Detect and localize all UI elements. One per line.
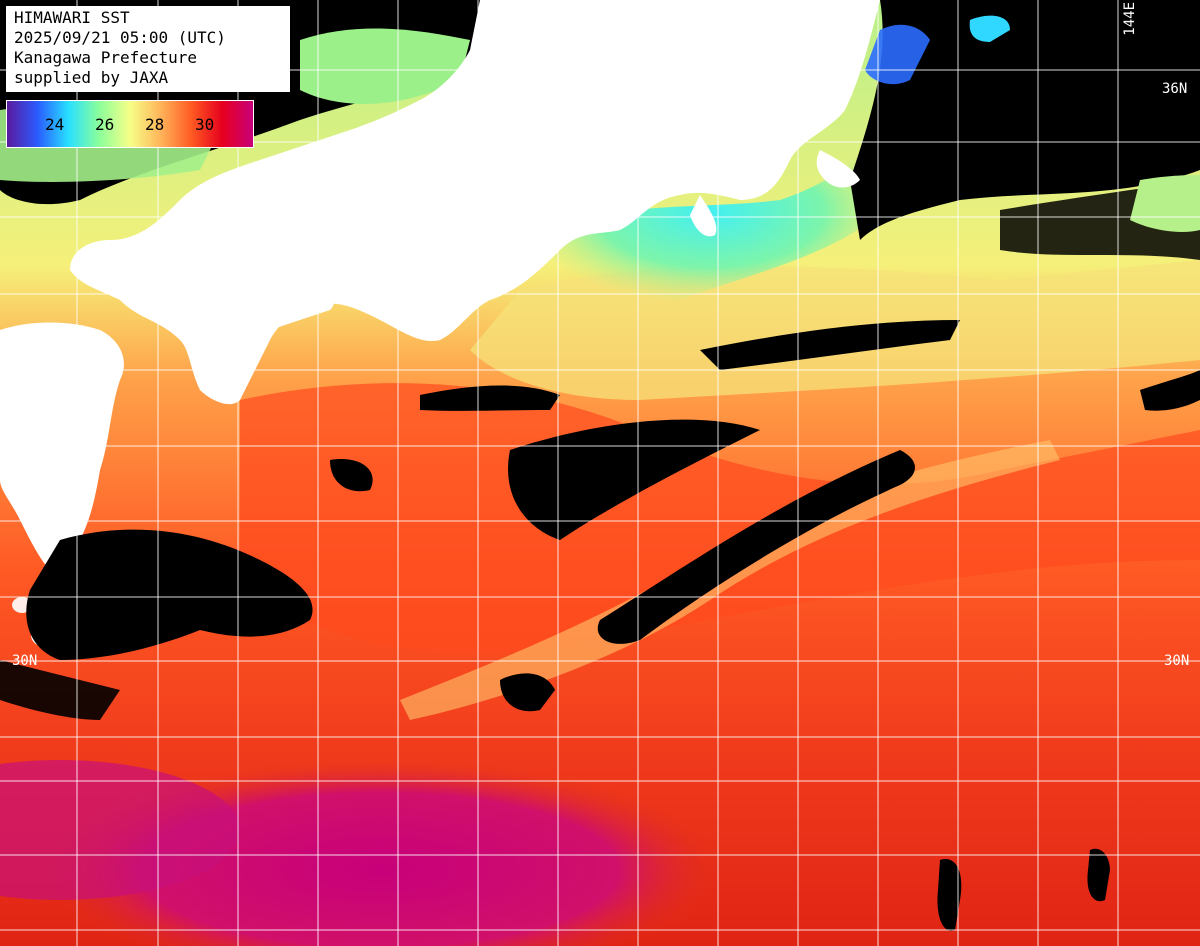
hot-pool-west (0, 760, 240, 900)
lat-label-30n-east: 30N (1164, 653, 1190, 669)
lat-label-30n-west: 30N (12, 653, 38, 669)
cloud-patch-south (500, 673, 555, 712)
title-box: HIMAWARI SST 2025/09/21 05:00 (UTC) Kana… (6, 6, 290, 92)
data-credit: supplied by JAXA (14, 68, 169, 87)
lat-label-36n: 36N (1162, 81, 1188, 97)
cloud-streak-5 (1140, 370, 1200, 411)
cloud-streak-4 (700, 320, 960, 370)
cold-water-east (1130, 175, 1200, 232)
cloud-patch-east-south (1087, 848, 1110, 902)
legend-tick-24: 24 (45, 115, 65, 134)
timestamp: 2025/09/21 05:00 (UTC) (14, 28, 226, 47)
cloud-patch-se (937, 859, 962, 931)
cold-water-cyan (969, 15, 1010, 42)
cloud-west-low (0, 660, 120, 720)
legend-tick-28: 28 (145, 115, 165, 134)
land-shikoku (195, 264, 334, 342)
lon-label-144e: 144E (1122, 2, 1138, 36)
cloud-streak-2 (508, 419, 760, 540)
legend-tick-30: 30 (195, 115, 215, 134)
product-title: HIMAWARI SST (14, 8, 130, 27)
cold-water-blue (865, 24, 930, 85)
land-boso (816, 150, 860, 188)
legend-tick-26: 26 (95, 115, 115, 134)
cloud-streak-1 (420, 385, 560, 411)
cloud-mid-south (330, 459, 373, 492)
cold-water-north (300, 28, 470, 104)
lon-label-136e: 136E (482, 2, 498, 36)
region-name: Kanagawa Prefecture (14, 48, 198, 67)
cloud-north-east (850, 0, 1200, 240)
cloud-west-mid (26, 529, 313, 660)
color-legend: 24 26 28 30 (6, 100, 254, 148)
warm-filament (400, 440, 1060, 720)
warm-band (240, 383, 1200, 653)
land-kyushu (0, 322, 124, 571)
cloud-streak-3 (597, 450, 915, 644)
land-izu (690, 195, 717, 237)
